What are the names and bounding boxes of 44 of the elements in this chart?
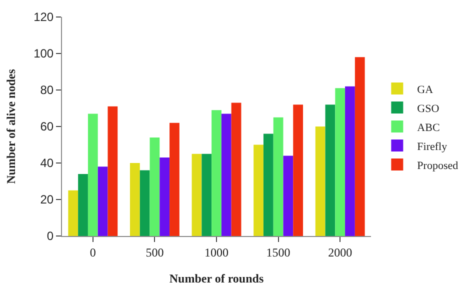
bar	[293, 104, 304, 236]
bar	[170, 122, 180, 236]
bar	[254, 144, 264, 236]
x-tick-label: 0	[90, 245, 96, 260]
bar	[325, 104, 336, 236]
legend-label: Firefly	[417, 140, 448, 153]
bar	[202, 154, 212, 236]
y-axis-title: Number of alive nodes	[4, 68, 18, 184]
bar	[98, 166, 108, 236]
x-tick-label: 500	[146, 245, 164, 260]
bar	[88, 114, 98, 236]
bar	[221, 114, 232, 236]
bar	[130, 163, 140, 236]
y-tick-label: 120	[34, 10, 54, 24]
legend-label: GA	[417, 84, 434, 96]
bar	[212, 110, 222, 236]
bar	[283, 156, 294, 236]
bar	[231, 102, 242, 236]
x-axis-title: Number of rounds	[169, 271, 264, 286]
bar	[354, 57, 365, 236]
bar	[78, 174, 88, 236]
legend-label: GSO	[417, 102, 440, 115]
bar	[108, 106, 118, 236]
bar	[345, 86, 355, 236]
y-tick-label: 0	[46, 229, 54, 244]
bar	[273, 117, 284, 236]
bar	[335, 88, 346, 236]
bar	[68, 190, 78, 236]
y-tick-label: 80	[40, 83, 54, 98]
x-tick-label: 1500	[266, 245, 290, 260]
y-tick-label: 40	[40, 156, 54, 170]
y-tick-label: 100	[34, 46, 54, 61]
x-tick-label: 1000	[204, 245, 228, 260]
bar	[140, 170, 150, 236]
y-tick-label: 20	[40, 192, 54, 207]
x-tick-label: 2000	[328, 245, 352, 260]
bar	[315, 126, 326, 236]
bar	[150, 137, 160, 236]
bar	[192, 154, 202, 236]
y-tick-label: 60	[40, 120, 54, 134]
bar	[263, 134, 274, 236]
bar	[160, 158, 170, 236]
legend-label: Proposed	[417, 160, 459, 172]
legend-label: ABC	[417, 122, 440, 134]
